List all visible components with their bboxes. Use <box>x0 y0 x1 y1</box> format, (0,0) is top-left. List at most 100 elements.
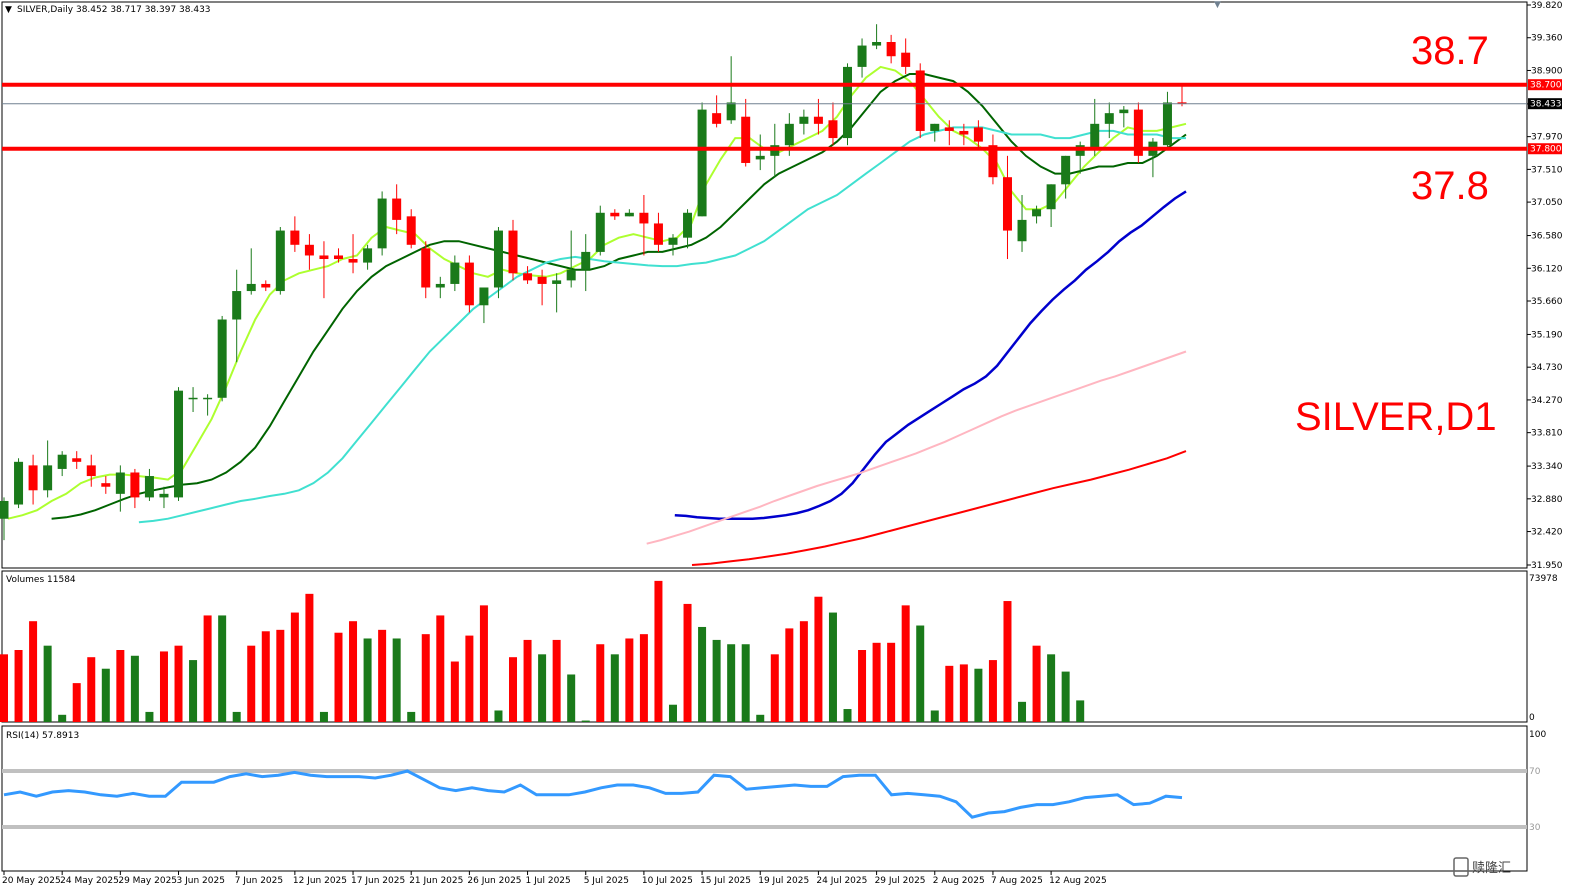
candle <box>1046 184 1056 228</box>
volume-bar <box>538 654 547 722</box>
candle-body <box>421 248 431 288</box>
volume-bar <box>494 710 503 722</box>
volume-bar <box>450 661 459 722</box>
volume-bar <box>945 665 954 722</box>
volume-bar <box>567 674 576 722</box>
candle-body <box>537 276 547 284</box>
support-label: 37.8 <box>1411 164 1489 208</box>
volume-bar <box>799 621 808 722</box>
time-tick-label: 19 Jul 2025 <box>758 876 809 886</box>
candle-body <box>813 116 823 124</box>
price-tick-label: 34.730 <box>1531 363 1563 373</box>
time-tick-label: 17 Jun 2025 <box>351 876 405 886</box>
volume-bar <box>1047 654 1056 722</box>
candle <box>1177 83 1187 107</box>
candle-body <box>86 465 96 477</box>
price-tick-label: 33.810 <box>1531 429 1563 439</box>
volume-bar <box>1061 671 1070 722</box>
candle-body <box>988 145 998 178</box>
candle-body <box>1119 109 1129 114</box>
volume-bar <box>465 635 474 722</box>
candle <box>915 63 925 139</box>
candles[interactable] <box>0 24 1187 541</box>
price-tick-label: 36.120 <box>1531 264 1563 274</box>
candle-body <box>130 472 140 498</box>
time-tick-label: 5 Jul 2025 <box>584 876 629 886</box>
price-tick-label: 35.190 <box>1531 330 1563 340</box>
volume-bar <box>43 645 52 722</box>
volume-bar <box>930 710 939 722</box>
volume-bar <box>1076 700 1085 722</box>
volume-label: Volumes 11584 <box>6 575 76 585</box>
volume-bar <box>756 714 765 722</box>
candle-body <box>435 283 445 288</box>
price-tick-label: 33.340 <box>1531 462 1563 472</box>
candle <box>566 230 576 288</box>
candle <box>755 134 765 171</box>
time-tick-label: 29 May 2025 <box>118 876 177 886</box>
volume-bar <box>436 615 445 722</box>
candle-body <box>552 280 562 284</box>
candle-body <box>43 465 53 491</box>
candle <box>1061 155 1071 199</box>
volume-bar <box>654 580 663 722</box>
moving-averages <box>7 65 1187 566</box>
volume-bar <box>1018 701 1027 722</box>
svg-text:38.700: 38.700 <box>1530 81 1562 91</box>
volume-bar <box>596 644 605 722</box>
rsi-top-label: 100 <box>1529 730 1546 740</box>
price-tick-label: 32.420 <box>1531 528 1563 538</box>
svg-text:37.800: 37.800 <box>1530 145 1562 155</box>
candle-body <box>232 291 242 320</box>
volume-bar <box>305 593 314 722</box>
candle <box>290 216 300 252</box>
candle <box>1032 205 1042 224</box>
time-tick-label: 20 May 2025 <box>2 876 61 886</box>
resistance-price-tag: 38.700 <box>1528 79 1562 91</box>
candle-body <box>246 283 256 292</box>
candle <box>1002 155 1012 260</box>
time-tick-label: 29 Jul 2025 <box>875 876 926 886</box>
candle <box>333 248 343 263</box>
volume-bar <box>72 683 81 722</box>
volume-bar <box>14 650 23 722</box>
volume-bar <box>247 645 256 722</box>
volume-bar <box>218 615 227 722</box>
candle-body <box>144 476 154 498</box>
candle <box>1090 98 1100 156</box>
collapse-triangle-icon[interactable]: ▼ <box>5 5 12 15</box>
volume-bar <box>858 650 867 722</box>
candle <box>653 212 663 252</box>
volume-bar <box>261 631 270 722</box>
candle <box>464 255 474 313</box>
candle <box>552 273 562 313</box>
candle-body <box>450 262 460 284</box>
candle <box>377 191 387 256</box>
scroll-marker-icon[interactable]: ▼ <box>1214 0 1221 10</box>
candle-body <box>101 483 111 487</box>
candle-body <box>1133 109 1143 156</box>
volume-bar <box>232 711 241 722</box>
candle <box>959 123 969 146</box>
candle <box>741 98 751 167</box>
candle <box>86 454 96 487</box>
volume-bar <box>159 651 168 722</box>
candle-body <box>755 155 765 160</box>
volume-bar <box>0 654 8 722</box>
time-tick-label: 26 Jun 2025 <box>467 876 521 886</box>
volume-bar <box>843 709 852 722</box>
volume-bar <box>872 642 881 722</box>
candle-body <box>610 212 620 217</box>
candle-body <box>944 127 954 131</box>
candle <box>857 38 867 78</box>
candle-body <box>901 52 911 67</box>
candle-body <box>653 223 663 245</box>
candle <box>130 468 140 509</box>
candle <box>363 244 373 270</box>
moving-average-line-3 <box>138 126 1186 524</box>
volume-bar <box>639 634 648 722</box>
volume-bar <box>349 621 358 722</box>
time-tick-label: 12 Aug 2025 <box>1049 876 1107 886</box>
volume-bar <box>319 711 328 722</box>
